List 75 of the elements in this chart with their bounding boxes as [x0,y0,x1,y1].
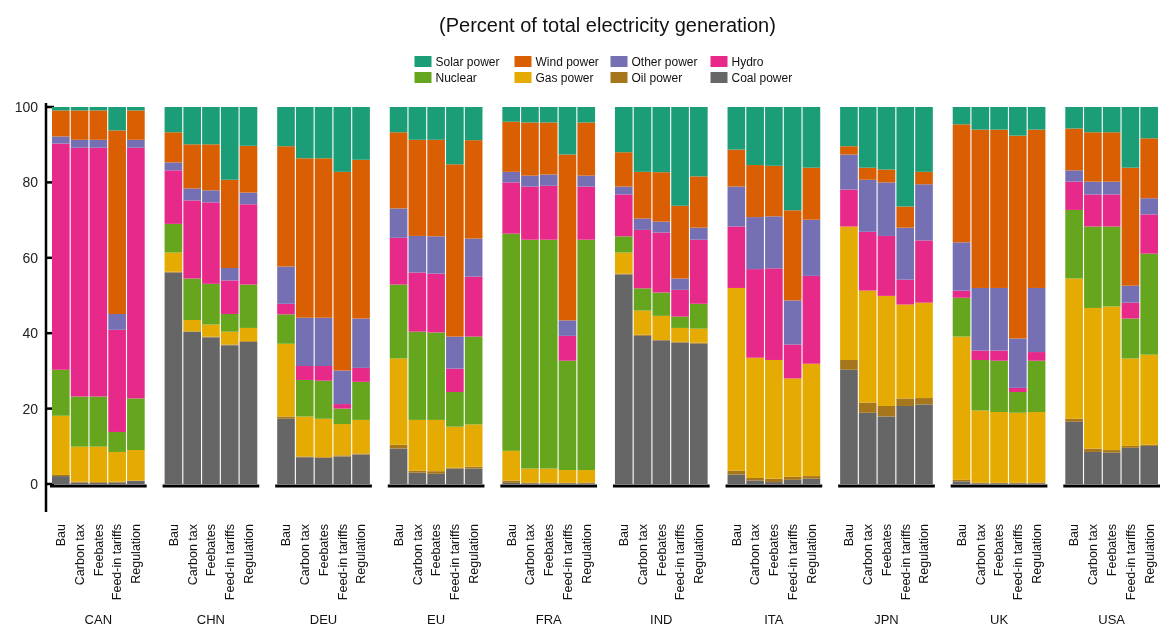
x-tick-label: Carbon tax [635,523,650,586]
x-tick-label: Carbon tax [185,523,200,586]
x-tick-label: Carbon tax [410,523,425,586]
y-tick-label: 80 [22,174,39,191]
x-tick-label: Bau [504,523,519,547]
x-tick-label: Feebates [992,524,1007,577]
x-tick-label: Bau [842,523,857,547]
text: IND [650,612,673,627]
x-tick-label: Feed-in tariffs [786,524,801,601]
x-tick-label: Regulation [467,523,482,584]
x-tick-label: Carbon tax [973,523,988,586]
y-tick-label: 20 [22,400,39,417]
text: FRA [535,612,563,627]
x-tick-label: Bau [279,523,294,547]
x-tick-label: Feed-in tariffs [1011,524,1026,601]
y-tick-label: 100 [14,98,39,115]
text: DEU [309,612,338,627]
x-tick-label: Feed-in tariffs [110,524,125,601]
text: CAN [84,612,113,627]
text: JPN [874,612,899,627]
x-tick-label: Regulation [241,523,256,584]
x-tick-label: Carbon tax [861,523,876,586]
legend-label: Nuclear [435,70,477,85]
legend-label: Gas power [535,70,594,85]
x-tick-label: Bau [166,523,181,547]
legend-label: Oil power [631,70,683,85]
x-tick-label: Feebates [91,524,106,577]
legend-label: Hydro [731,54,764,69]
x-tick-label: Carbon tax [748,523,763,586]
x-tick-label: Feed-in tariffs [560,524,575,601]
x-tick-label: Bau [954,523,969,547]
x-tick-label: Regulation [1029,523,1044,584]
text: ITA [764,612,784,627]
x-tick-label: Feed-in tariffs [898,524,913,601]
legend-label: Other power [631,54,698,69]
x-tick-label: Feebates [316,524,331,577]
x-tick-label: Feed-in tariffs [223,524,238,601]
x-tick-label: Bau [54,523,69,547]
chart-title: (Percent of total electricity generation) [439,14,776,36]
x-tick-label: Feed-in tariffs [448,524,463,601]
legend-label: Coal power [731,70,793,85]
x-tick-label: Regulation [579,523,594,584]
x-tick-label: Bau [617,523,632,547]
text: CHN [196,612,226,627]
x-tick-label: Bau [1067,523,1082,547]
text: UK [990,612,1009,627]
x-tick-label: Regulation [1142,523,1157,584]
x-tick-label: Feed-in tariffs [335,524,350,601]
x-tick-label: Feebates [429,524,444,577]
x-tick-label: Regulation [692,523,707,584]
x-tick-label: Bau [391,523,406,547]
text: EU [427,612,446,627]
y-tick-label: 40 [22,325,39,342]
x-tick-label: Regulation [354,523,369,584]
y-tick-label: 0 [30,475,39,492]
x-tick-label: Carbon tax [298,523,313,586]
x-tick-label: Carbon tax [1086,523,1101,586]
x-tick-label: Feebates [204,524,219,577]
legend-label: Wind power [535,54,599,69]
x-tick-label: Carbon tax [72,523,87,586]
y-tick-label: 60 [22,249,39,266]
x-tick-label: Feebates [767,524,782,577]
x-tick-label: Feebates [542,524,557,577]
x-tick-label: Feebates [879,524,894,577]
legend-label: Solar power [435,54,500,69]
x-tick-label: Regulation [129,523,144,584]
x-tick-label: Feebates [1105,524,1120,577]
x-tick-label: Carbon tax [523,523,538,586]
x-tick-label: Bau [729,523,744,547]
x-tick-label: Regulation [917,523,932,584]
x-tick-label: Feebates [654,524,669,577]
x-tick-label: Feed-in tariffs [673,524,688,601]
x-tick-label: Regulation [804,523,819,584]
text: USA [1098,612,1126,627]
x-tick-label: Feed-in tariffs [1123,524,1138,601]
